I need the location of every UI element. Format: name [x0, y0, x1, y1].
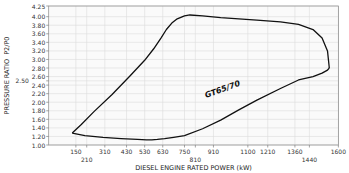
line — [72, 15, 329, 133]
tick-label: 3.40 — [32, 39, 46, 46]
grid-line — [49, 59, 339, 60]
tick-label: 2.80 — [32, 65, 46, 72]
grid-line — [49, 68, 339, 69]
tick-label: 1100 — [240, 148, 255, 155]
tick-mark — [309, 145, 310, 148]
grid-line — [294, 6, 295, 145]
tick-mark — [46, 42, 49, 43]
tick-mark — [86, 145, 87, 148]
tick-mark — [46, 119, 49, 120]
chart: 1502103104305306307508109101100121013601… — [0, 0, 349, 173]
tick-mark — [46, 25, 49, 26]
tick-label: 2.50 — [16, 77, 30, 84]
grid-line — [49, 76, 339, 77]
tick-label: 910 — [208, 148, 220, 155]
series-group — [72, 15, 329, 140]
axes: 1502103104305306307508109101100121013601… — [16, 3, 347, 163]
tick-label: 1600 — [331, 148, 346, 155]
grid-line — [104, 6, 105, 145]
tick-label: 2.00 — [32, 99, 46, 106]
line — [72, 68, 329, 140]
grid-line — [267, 6, 268, 145]
tick-mark — [46, 33, 49, 34]
tick-label: 1360 — [287, 148, 302, 155]
tick-label: 4.25 — [32, 3, 46, 10]
tick-label: 3.60 — [32, 30, 46, 37]
tick-mark — [46, 76, 49, 77]
grid-line — [49, 110, 339, 111]
grid-line — [49, 16, 339, 17]
plot-area — [49, 6, 339, 145]
tick-mark — [46, 102, 49, 103]
grid-line — [49, 85, 339, 86]
tick-label: 750 — [179, 148, 191, 155]
annotation: GT65/70 — [204, 79, 242, 100]
grid-line — [49, 42, 339, 43]
grid-line — [49, 102, 339, 103]
tick-label: 2.20 — [32, 90, 46, 97]
tick-mark — [46, 68, 49, 69]
grid-line — [49, 127, 339, 128]
tick-label: 150 — [70, 148, 82, 155]
grid-line — [309, 6, 310, 145]
tick-mark — [46, 145, 49, 146]
tick-label: 1440 — [302, 156, 317, 163]
tick-label: 3.20 — [32, 47, 46, 54]
tick-mark — [46, 110, 49, 111]
tick-label: 4.00 — [32, 13, 46, 20]
tick-label: 1.40 — [32, 124, 46, 131]
grid-line — [144, 6, 145, 145]
axis-label: DIESEL ENGINE RATED POWER (kW) — [135, 164, 252, 172]
tick-label: 810 — [190, 156, 202, 163]
grid-line — [49, 93, 339, 94]
tick-mark — [195, 145, 196, 148]
grid-line — [162, 6, 163, 145]
tick-label: 3.80 — [32, 22, 46, 29]
tick-label: 1210 — [260, 148, 275, 155]
grid-line — [247, 6, 248, 145]
tick-mark — [46, 6, 49, 7]
tick-label: 1.80 — [32, 107, 46, 114]
grid-line — [184, 6, 185, 145]
axis-label: PRESSURE RATIO P2/P0 — [3, 37, 11, 115]
tick-mark — [46, 80, 49, 81]
tick-mark — [46, 136, 49, 137]
tick-mark — [46, 93, 49, 94]
grid-line — [126, 6, 127, 145]
tick-label: 3.00 — [32, 56, 46, 63]
grid-line — [49, 33, 339, 34]
grid-line — [49, 119, 339, 120]
grid-line — [195, 6, 196, 145]
grid-line — [75, 6, 76, 145]
tick-mark — [46, 85, 49, 86]
tick-label: 430 — [121, 148, 133, 155]
plot-frame — [49, 6, 339, 145]
tick-label: 2.60 — [32, 73, 46, 80]
tick-mark — [46, 16, 49, 17]
tick-mark — [46, 59, 49, 60]
grid — [49, 6, 339, 145]
tick-label: 2.40 — [32, 82, 46, 89]
tick-label: 1.60 — [32, 116, 46, 123]
grid-line — [86, 6, 87, 145]
tick-label: 210 — [81, 156, 93, 163]
tick-mark — [46, 50, 49, 51]
grid-line — [49, 25, 339, 26]
tick-label: 530 — [139, 148, 151, 155]
tick-label: 1.20 — [32, 133, 46, 140]
grid-line — [49, 50, 339, 51]
tick-label: 1.00 — [32, 142, 46, 149]
tick-label: 310 — [99, 148, 111, 155]
tick-label: 630 — [157, 148, 169, 155]
tick-mark — [46, 127, 49, 128]
